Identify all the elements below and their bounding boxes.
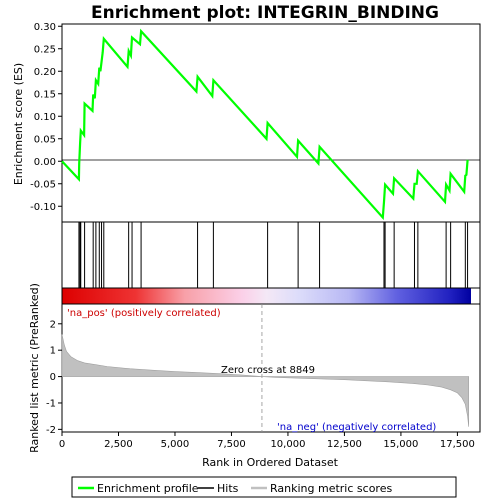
legend-label-hits: Hits [217, 482, 239, 495]
hits-panel-frame [61, 221, 481, 289]
metric-y-tick-label: -2 [46, 425, 56, 436]
pos-label: 'na_pos' (positively correlated) [67, 308, 221, 319]
es-panel-frame [61, 23, 481, 223]
es-y-tick-label: -0.10 [30, 202, 56, 213]
es-y-tick-label: 0.05 [34, 134, 56, 145]
x-tick-label: 17,500 [440, 439, 475, 450]
es-y-tick-label: 0.20 [34, 67, 56, 78]
rank-colorbar [62, 288, 471, 304]
x-axis-label: Rank in Ordered Dataset [202, 456, 339, 469]
x-tick-label: 7,500 [217, 439, 246, 450]
es-y-tick-label: 0.25 [34, 44, 56, 55]
x-tick-label: 15,000 [383, 439, 418, 450]
legend-label-enrichment: Enrichment profile [97, 482, 199, 495]
es-y-tick-label: 0.30 [34, 22, 56, 33]
x-tick-label: 0 [59, 439, 65, 450]
x-tick-label: 12,500 [327, 439, 362, 450]
ranking-metric-area [61, 334, 469, 427]
x-tick-label: 10,000 [270, 439, 305, 450]
chart-title: Enrichment plot: INTEGRIN_BINDING [91, 3, 439, 23]
metric-y-axis-label: Ranked list metric (PreRanked) [28, 283, 41, 453]
zero-cross-label: Zero cross at 8849 [221, 365, 315, 376]
x-tick-label: 2,500 [104, 439, 133, 450]
metric-y-tick-label: 1 [50, 346, 56, 357]
metric-panel: 2 1 0 -1 -2 'na_pos' (positively correlated)… [46, 303, 481, 436]
legend: Enrichment profile Hits Ranking metric s… [71, 476, 457, 498]
neg-label: 'na_neg' (negatively correlated) [277, 422, 436, 433]
es-y-axis-label: Enrichment score (ES) [12, 63, 25, 185]
es-y-tick-label: 0.10 [34, 112, 56, 123]
es-y-tick-label: -0.05 [30, 179, 56, 190]
hits-panel [61, 221, 481, 289]
metric-panel-frame [61, 303, 481, 433]
es-y-tick-label: 0.15 [34, 89, 56, 100]
x-tick-label: 5,000 [161, 439, 190, 450]
es-panel: 0.30 0.25 0.20 0.15 0.10 0.05 0.00 -0.05 -0.10 [30, 22, 481, 223]
metric-y-tick-label: 0 [50, 372, 56, 383]
metric-y-tick-label: -1 [46, 398, 56, 409]
enrichment-profile-line [61, 28, 469, 221]
es-y-tick-label: 0.00 [34, 157, 56, 168]
metric-y-tick-label: 2 [50, 319, 56, 330]
legend-label-metric: Ranking metric scores [270, 482, 392, 495]
